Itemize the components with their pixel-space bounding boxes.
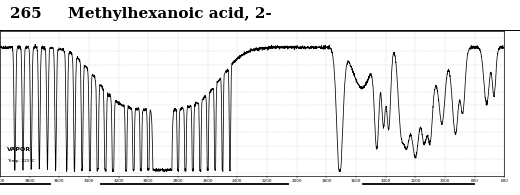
Text: Methylhexanoic acid, 2-: Methylhexanoic acid, 2- xyxy=(68,7,271,21)
Text: Temp. 225°C: Temp. 225°C xyxy=(7,159,34,163)
Text: 265: 265 xyxy=(10,7,42,21)
Text: VAPOR: VAPOR xyxy=(7,147,31,152)
